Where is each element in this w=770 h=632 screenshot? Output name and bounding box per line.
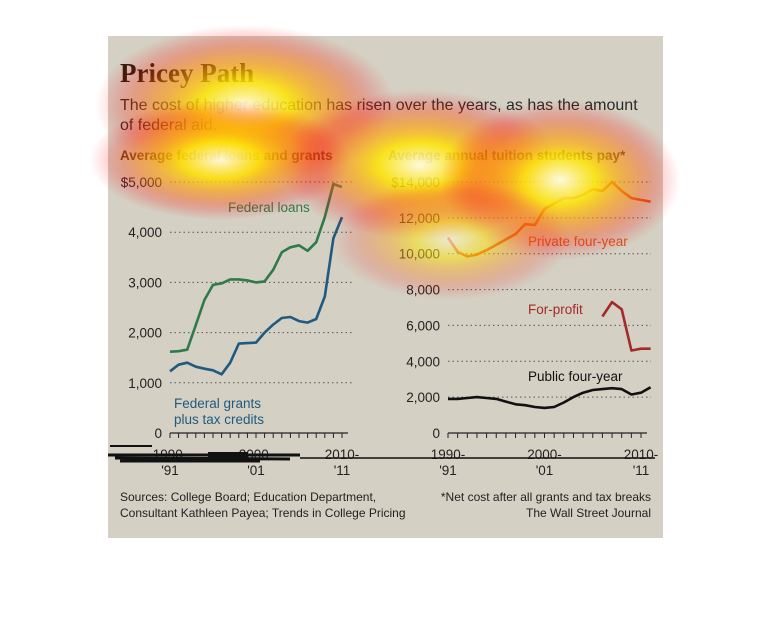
chart-card: Pricey Path The cost of higher education… bbox=[108, 36, 663, 538]
series-label: Federal grants plus tax credits bbox=[174, 396, 264, 427]
series-line bbox=[169, 182, 343, 353]
sources-note: Sources: College Board; Education Depart… bbox=[120, 489, 420, 521]
y-tick-label: 4,000 bbox=[128, 225, 162, 240]
x-tick-label: 2000-'01 bbox=[239, 447, 274, 478]
y-tick-label: $5,000 bbox=[121, 175, 162, 190]
chart-canvas: Average federal loans and grants Average… bbox=[120, 148, 658, 478]
series-label: Public four-year bbox=[528, 369, 623, 384]
y-tick-label: 4,000 bbox=[406, 354, 440, 369]
y-tick-label: 8,000 bbox=[406, 283, 440, 298]
net-cost-line: *Net cost after all grants and tax break… bbox=[440, 490, 651, 504]
series-line bbox=[601, 300, 651, 352]
y-tick-label: 1,000 bbox=[128, 376, 162, 391]
series-label: For-profit bbox=[528, 302, 583, 317]
publisher-credit: The Wall Street Journal bbox=[526, 506, 651, 520]
sources-line-1: Sources: College Board; Education Depart… bbox=[120, 490, 377, 504]
y-tick-label: 3,000 bbox=[128, 275, 162, 290]
right-panel-title: Average annual tuition students pay* bbox=[388, 148, 626, 163]
y-tick-label: 2,000 bbox=[406, 390, 440, 405]
y-tick-label: $14,000 bbox=[391, 175, 440, 190]
x-tick-label: 2000-'01 bbox=[527, 447, 562, 478]
sources-line-2: Consultant Kathleen Payea; Trends in Col… bbox=[120, 506, 406, 520]
y-tick-label: 12,000 bbox=[399, 211, 440, 226]
left-panel: 0 1,000 2,000 3,000 4,000 $5,000 1990-'91 2000-… bbox=[121, 175, 360, 478]
y-tick-label: 0 bbox=[432, 426, 440, 441]
x-tick-label: 1990-'91 bbox=[431, 447, 466, 478]
right-panel: 0 2,000 4,000 6,000 8,000 10,000 12,000 $14,000… bbox=[391, 175, 658, 478]
y-tick-label: 10,000 bbox=[399, 247, 440, 262]
x-tick-label: 2010-'11 bbox=[624, 447, 659, 478]
x-tick-label: 2010-'11 bbox=[325, 447, 360, 478]
series-label: Federal loans bbox=[228, 200, 310, 215]
series-label: Private four-year bbox=[528, 234, 628, 249]
left-panel-title: Average federal loans and grants bbox=[120, 148, 333, 163]
y-tick-label: 6,000 bbox=[406, 318, 440, 333]
series-line bbox=[448, 386, 652, 410]
series-line bbox=[169, 216, 344, 376]
y-tick-label: 2,000 bbox=[128, 326, 162, 341]
net-cost-note: *Net cost after all grants and tax break… bbox=[411, 489, 651, 521]
y-tick-label: 0 bbox=[154, 426, 162, 441]
x-tick-label: 1990-'91 bbox=[153, 447, 188, 478]
